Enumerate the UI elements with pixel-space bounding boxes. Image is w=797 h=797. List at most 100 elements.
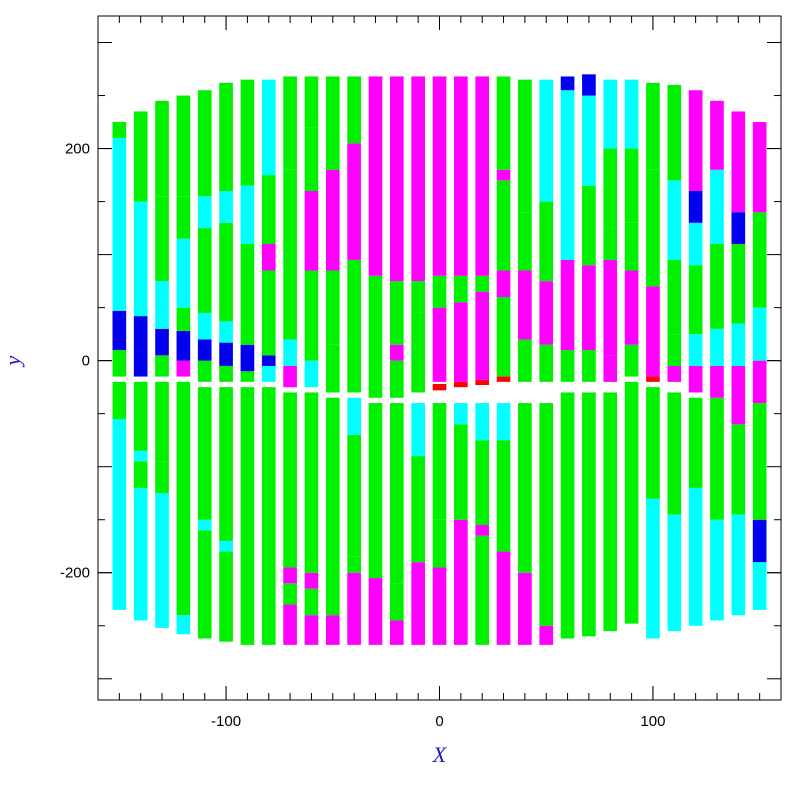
strip-segment — [731, 244, 746, 324]
strip-segment — [518, 551, 532, 573]
strip-segment — [325, 344, 340, 393]
strip-segment — [518, 339, 532, 382]
strip-segment — [347, 76, 361, 144]
strip-segment — [475, 76, 490, 276]
strip-segment — [133, 316, 148, 351]
strip-segment — [261, 365, 276, 382]
strip-segment — [304, 392, 319, 573]
strip-segment — [454, 275, 468, 303]
strip-segment — [347, 339, 361, 393]
strip-segment — [582, 392, 596, 637]
strip-segment — [752, 307, 767, 361]
strip-segment — [240, 371, 255, 382]
y-tick-label: 200 — [65, 141, 90, 158]
strip-segment — [752, 212, 767, 308]
strip-segment — [752, 360, 767, 404]
strip-segment — [539, 164, 554, 202]
strip-segment — [368, 350, 383, 398]
strip-segment — [539, 403, 554, 605]
strip-segment — [240, 185, 255, 244]
x-tick-label: -100 — [211, 713, 241, 730]
strip-segment — [368, 403, 383, 568]
strip-segment — [112, 122, 127, 138]
strip-segment — [155, 281, 169, 329]
strip-segment — [133, 487, 148, 621]
strip-segment — [731, 212, 746, 244]
strip-segment — [176, 307, 191, 331]
strip-segment — [603, 392, 618, 632]
axis-ticks: -100 0 100 -200 0 200 — [60, 16, 781, 730]
strip-segment — [731, 424, 746, 515]
strip-segment — [261, 175, 276, 244]
strip-segment — [475, 291, 490, 380]
strip-segment — [389, 76, 404, 282]
strip-segment — [582, 350, 596, 382]
strip-segment — [283, 76, 297, 170]
strip-segment — [688, 265, 703, 335]
strip-segment — [454, 424, 468, 520]
strip-segment — [325, 148, 340, 170]
strip-segment — [261, 355, 276, 366]
strip-segment — [133, 461, 148, 488]
strip-segment — [283, 567, 297, 584]
strip-segment — [304, 615, 319, 645]
strip-segment — [304, 360, 319, 388]
strip-segment — [219, 82, 233, 191]
strip-segment — [475, 440, 490, 526]
strip-segment — [197, 228, 212, 313]
strip-segment — [432, 383, 447, 391]
strip-segment — [752, 403, 767, 520]
strip-segment — [261, 387, 276, 645]
strip-segment — [560, 90, 575, 260]
strip-segment — [347, 556, 361, 573]
strip-segment — [304, 572, 319, 589]
strip-segment — [710, 397, 724, 520]
strip-segment — [325, 397, 340, 616]
strip-segment — [667, 259, 682, 335]
strip-segment — [646, 286, 660, 377]
strip-segment — [283, 583, 297, 605]
strip-segment — [133, 450, 148, 462]
strip-segment — [688, 365, 703, 393]
strip-segment — [389, 620, 404, 645]
strip-segment — [283, 392, 297, 568]
strip-segment — [112, 381, 127, 419]
strip-segment — [389, 344, 404, 361]
strip-segment — [475, 275, 490, 292]
strip-segment — [155, 328, 169, 356]
strip-segment — [432, 76, 447, 276]
strip-segment — [176, 330, 191, 361]
strip-segment — [176, 615, 191, 635]
strip-segment — [304, 270, 319, 361]
strip-segment — [518, 572, 532, 645]
strip-segment — [624, 222, 639, 271]
strip-segment — [731, 514, 746, 616]
strip-segment — [368, 578, 383, 645]
strip-segment — [624, 148, 639, 223]
heatmap-strips — [112, 74, 767, 645]
strip-segment — [304, 127, 319, 191]
strip-segment — [560, 392, 575, 639]
strip-segment — [368, 567, 383, 579]
y-tick-label: 0 — [82, 353, 90, 370]
strip-segment — [389, 360, 404, 398]
strip-segment — [603, 228, 618, 260]
strip-segment — [197, 519, 212, 531]
strip-segment — [112, 310, 127, 351]
strip-segment — [432, 275, 447, 308]
strip-segment — [261, 79, 276, 176]
strip-segment — [347, 397, 361, 435]
strip-segment — [304, 190, 319, 271]
strip-segment — [176, 498, 191, 616]
strip-segment — [112, 350, 127, 377]
x-tick-label: 0 — [435, 713, 443, 730]
strip-segment — [112, 244, 127, 311]
strip-segment — [219, 222, 233, 322]
strip-segment — [710, 100, 724, 170]
strip-segment — [731, 365, 746, 425]
strip-segment — [667, 514, 682, 632]
strip-segment — [432, 519, 447, 568]
strip-segment — [710, 328, 724, 366]
strip-segment — [496, 551, 511, 645]
